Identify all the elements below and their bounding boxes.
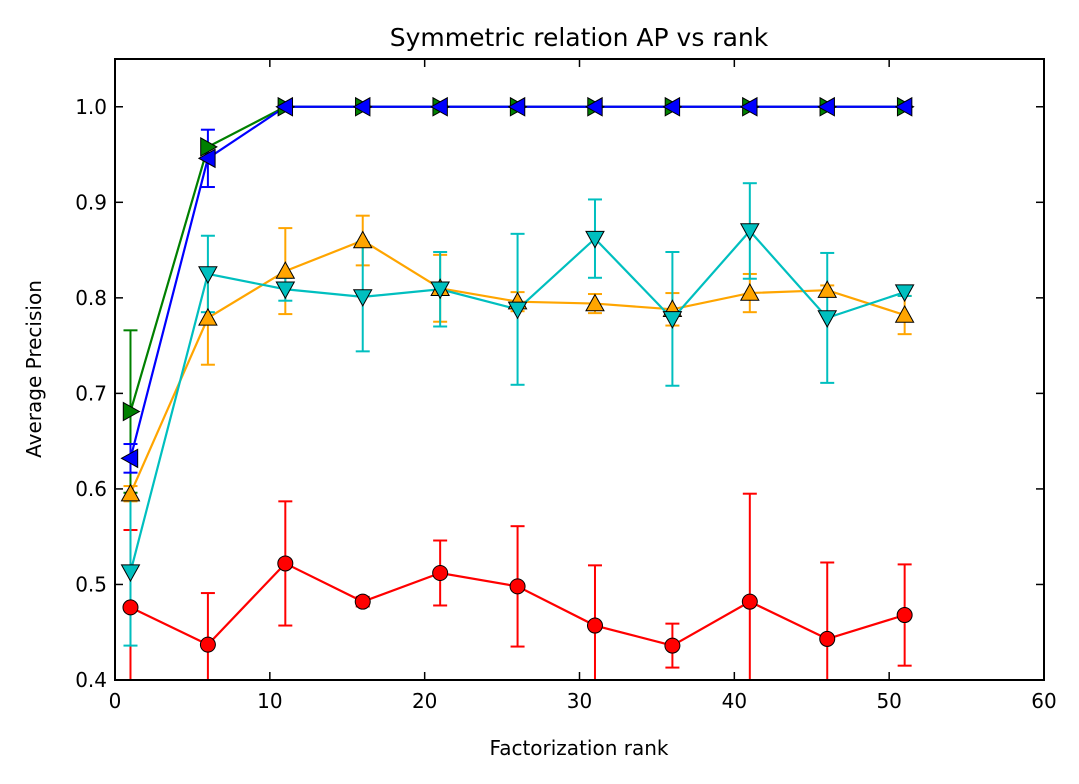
data-point [198,307,218,326]
data-point [430,96,448,117]
data-point [894,305,915,323]
data-point [662,96,681,117]
y-tick-label: 0.5 [75,572,107,596]
data-point [199,636,216,653]
data-point [198,266,218,284]
data-point [352,96,371,117]
data-point [432,564,449,581]
data-point [352,230,373,249]
series-0 [123,492,912,680]
x-tick-label: 10 [257,689,282,713]
data-point [275,96,294,117]
data-point [120,564,141,583]
data-point [430,281,450,300]
data-point [275,261,296,279]
data-point [817,96,835,117]
y-tick-label: 0.8 [75,286,107,310]
x-tick-label: 60 [1031,689,1056,713]
data-point [584,96,603,117]
y-tick-label: 0.4 [75,668,107,692]
x-tick-label: 50 [876,689,901,713]
series-markers-2 [120,223,915,583]
x-axis-label: Factorization rank [490,736,669,760]
data-point [896,607,913,624]
data-point [739,96,758,117]
data-point [739,223,760,241]
y-tick-label: 0.6 [75,477,107,501]
data-point [819,630,836,647]
data-point [817,280,838,298]
data-point [122,401,141,422]
data-point [662,311,683,329]
x-tick-label: 20 [412,689,437,713]
data-point [507,301,528,320]
data-point [586,617,603,634]
data-point [197,148,216,169]
data-point [507,96,526,117]
y-axis-label: Average Precision [22,280,46,458]
y-tick-label: 0.7 [75,381,107,405]
data-point [894,284,915,303]
x-tick-label: 40 [722,689,747,713]
data-point [277,555,294,572]
data-point [817,310,838,328]
y-tick-label: 0.9 [75,190,107,214]
y-tick-label: 1.0 [75,95,107,119]
series-4 [123,105,905,474]
data-point [352,289,373,307]
data-point [122,599,139,616]
data-point [585,230,605,249]
data-point [120,448,139,469]
data-point [275,281,296,300]
data-point [120,483,141,502]
x-tick-label: 0 [109,689,122,713]
data-point [509,578,526,595]
data-point [200,137,218,157]
data-point [741,593,758,610]
data-point [585,293,605,312]
x-tick-label: 30 [567,689,592,713]
chart-title: Symmetric relation AP vs rank [390,23,769,52]
data-point [354,593,371,610]
plot-frame [114,58,1045,681]
series-markers-4 [120,96,913,469]
data-point [664,637,681,654]
data-point [739,283,760,301]
data-point [894,96,913,117]
series-markers-0 [122,555,913,654]
